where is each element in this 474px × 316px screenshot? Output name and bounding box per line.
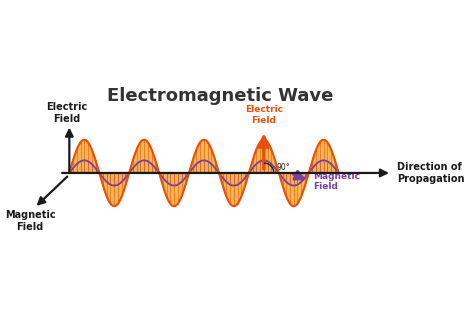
Text: Electromagnetic Wave: Electromagnetic Wave (108, 87, 334, 105)
Text: Electric
Field: Electric Field (46, 102, 87, 124)
Text: Direction of
Propagation: Direction of Propagation (397, 162, 465, 184)
Text: Electric
Field: Electric Field (245, 105, 283, 125)
Text: Magnetic
Field: Magnetic Field (313, 172, 360, 191)
Text: 90°: 90° (276, 163, 290, 172)
Text: Magnetic
Field: Magnetic Field (5, 210, 55, 232)
